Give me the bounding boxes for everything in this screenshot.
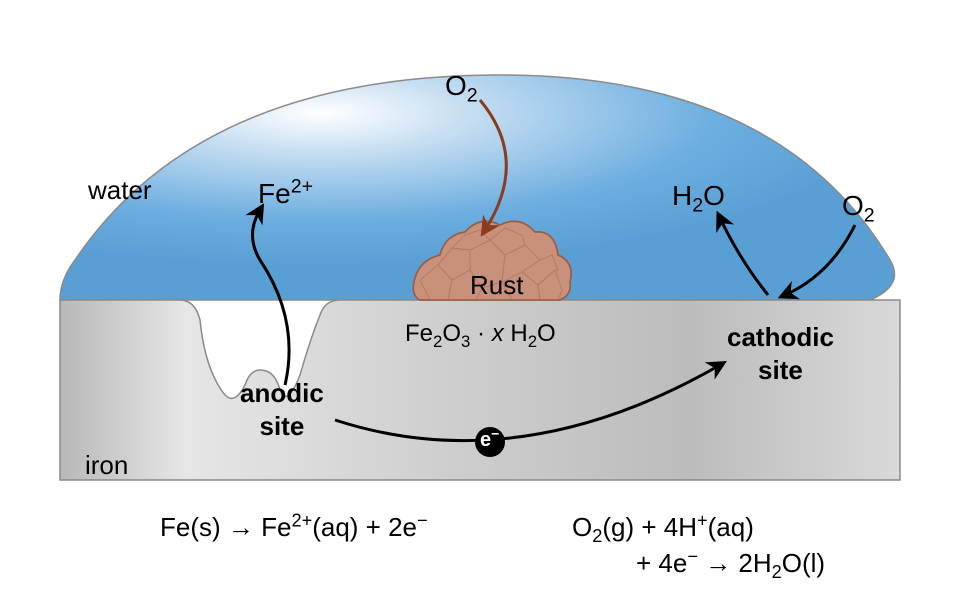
- label-h2o: H2O: [672, 180, 725, 212]
- label-fe2plus: Fe2+: [258, 178, 313, 210]
- label-rust-formula: Fe2O3 · x H2O: [405, 320, 556, 348]
- label-cathodic-site: cathodicsite: [727, 322, 834, 386]
- diagram-canvas: water iron Fe2+ O2 H2O O2 Rust Fe2O3 · x…: [0, 0, 960, 586]
- label-iron: iron: [85, 450, 128, 481]
- label-o2-right: O2: [842, 190, 875, 222]
- label-rust: Rust: [470, 270, 523, 301]
- label-equation-right-2: + 4e− → 2H2O(l): [636, 548, 825, 579]
- label-o2-top: O2: [445, 70, 478, 102]
- label-anodic-site: anodicsite: [240, 378, 324, 442]
- label-water: water: [88, 175, 152, 206]
- label-equation-left: Fe(s) → Fe2+(aq) + 2e−: [160, 512, 428, 543]
- label-electron: e−: [480, 429, 499, 452]
- label-equation-right-1: O2(g) + 4H+(aq): [572, 512, 754, 543]
